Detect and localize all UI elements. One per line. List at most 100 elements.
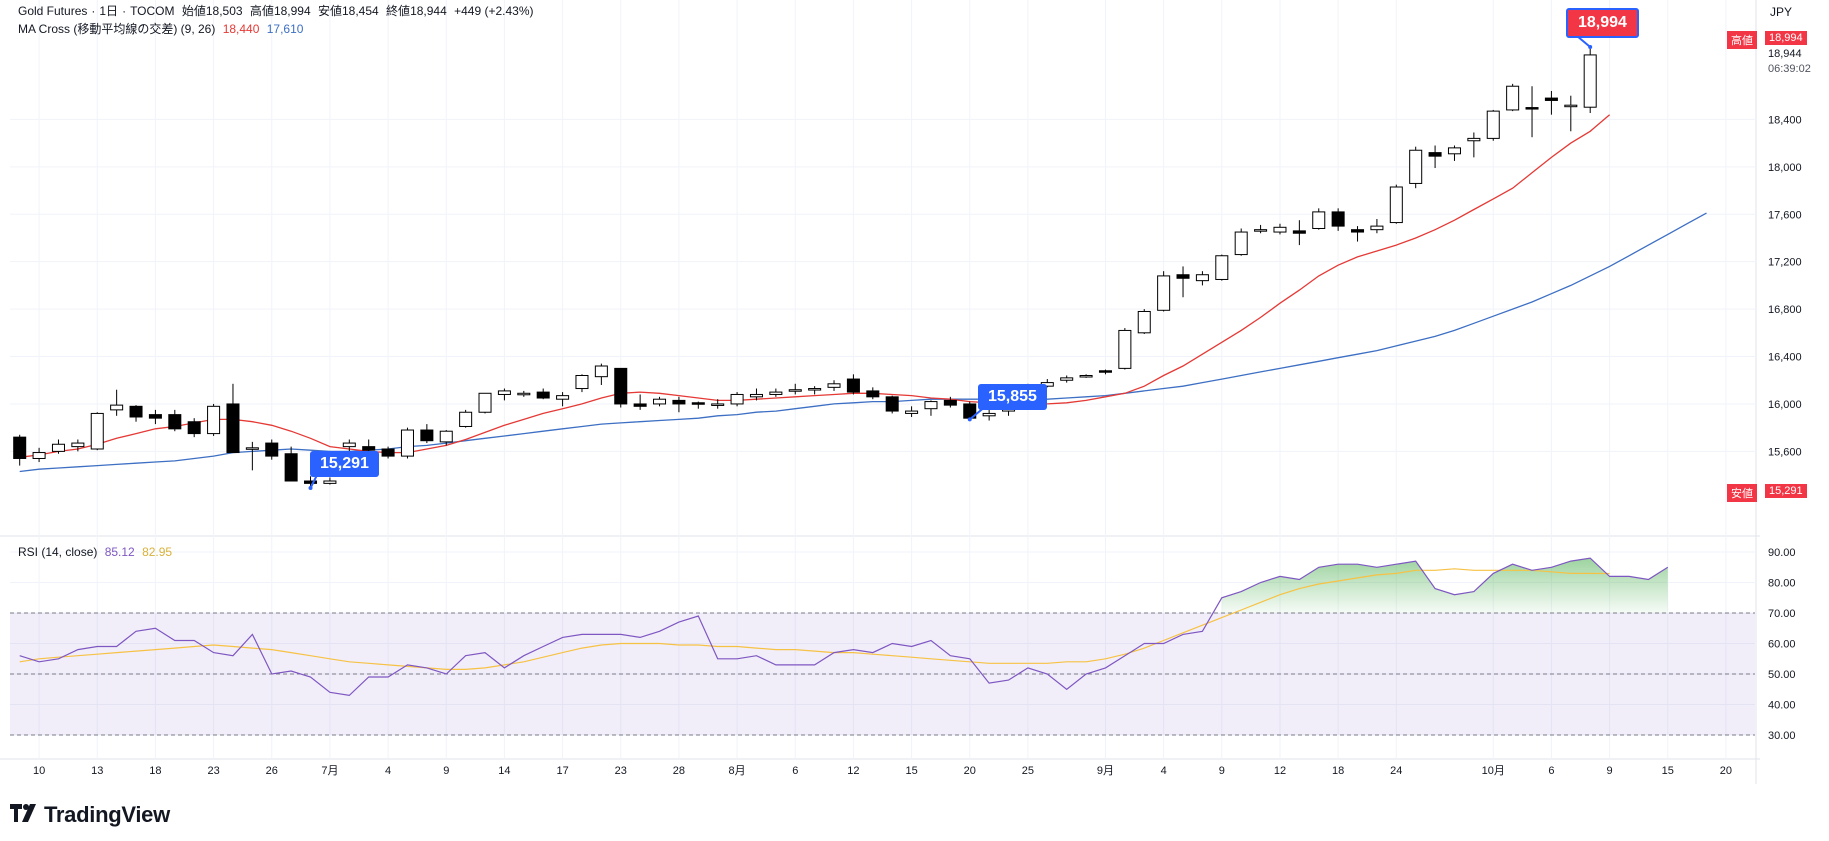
main-legend: Gold Futures · 1日 · TOCOM 始値18,503 高値18,994 … (18, 2, 538, 19)
candle-body (556, 395, 570, 400)
legend-close: 18,944 (410, 4, 447, 18)
moving-averages (19, 114, 1707, 473)
rsi-lines (19, 557, 1669, 697)
legend-low-label: 安値 (317, 4, 342, 18)
time-tick-label: 23 (615, 765, 627, 777)
candle-body (1098, 370, 1112, 373)
candle (711, 399, 725, 409)
candle (265, 439, 279, 460)
candle (1060, 375, 1074, 383)
candle (1234, 228, 1248, 256)
high-badge-label: 高値 (1727, 31, 1757, 49)
legend-interval[interactable]: 1日 (99, 4, 119, 18)
candle (730, 392, 744, 407)
candle (1409, 146, 1423, 189)
candle-body (1486, 110, 1500, 139)
candle (284, 446, 298, 482)
legend-symbol[interactable]: Gold Futures (18, 4, 88, 18)
time-tick-label: 6 (792, 765, 798, 777)
rsi-tick-label: 80.00 (1768, 578, 1796, 590)
candle-body (1215, 255, 1229, 280)
candle (905, 406, 919, 417)
candle (439, 430, 453, 446)
candle (594, 363, 608, 385)
candle-body (711, 403, 725, 406)
time-tick-label: 4 (1161, 765, 1167, 777)
rsi-overbought-fill (1221, 558, 1668, 613)
candle-body (148, 414, 162, 419)
candle-body (1409, 149, 1423, 184)
rsi-tick-label: 40.00 (1768, 700, 1796, 712)
fast-ma-line (19, 114, 1611, 458)
candle-body (885, 396, 899, 412)
time-tick-label: 10 (33, 765, 45, 777)
candle (614, 367, 628, 408)
candle-body (653, 398, 667, 405)
last-price-value: 18,944 (1768, 48, 1802, 60)
candle (148, 409, 162, 425)
rsi-legend-name[interactable]: RSI (14, close) (18, 545, 98, 559)
candle-body (400, 429, 414, 457)
legend-low: 18,454 (342, 4, 379, 18)
time-tick-label: 24 (1390, 765, 1402, 777)
low-badge-value: 15,291 (1765, 484, 1807, 498)
time-tick-label: 20 (964, 765, 976, 777)
candle (633, 394, 647, 410)
rsi-overbought-area (1221, 558, 1668, 613)
time-tick-label: 26 (266, 765, 278, 777)
candle (846, 374, 860, 395)
time-tick-label: 18 (149, 765, 161, 777)
legend-open-label: 始値 (181, 4, 206, 18)
candle-body (808, 388, 822, 391)
time-tick-label: 6 (1548, 765, 1554, 777)
currency-label[interactable]: JPY (1770, 5, 1793, 19)
candle (51, 439, 65, 454)
candle-body (1176, 274, 1190, 279)
tradingview-logo[interactable]: TradingView (10, 802, 170, 828)
candle (1079, 374, 1093, 378)
candle-body (517, 392, 531, 396)
candle-body (226, 403, 240, 454)
time-tick-label: 14 (498, 765, 510, 777)
price-tick-label: 16,400 (1768, 352, 1802, 364)
price-tick-label: 16,000 (1768, 399, 1802, 411)
time-tick-label: 18 (1332, 765, 1344, 777)
high-callout: 18,994 (1566, 8, 1639, 38)
candle-body (187, 421, 201, 435)
ma-slow-value: 17,610 (266, 22, 304, 36)
candle-body (1428, 152, 1442, 157)
candle-body (497, 390, 511, 395)
rsi-legend: RSI (14, close) 85.12 82.95 (18, 545, 176, 559)
candle-body (323, 480, 337, 484)
candle-body (284, 453, 298, 482)
high-badge-value: 18,994 (1765, 31, 1807, 45)
candle (245, 441, 259, 471)
candle-body (1060, 377, 1074, 381)
candle-body (71, 442, 85, 448)
candle-body (1506, 85, 1520, 111)
candle (1176, 266, 1190, 298)
candle-body (439, 430, 453, 443)
candle (1292, 220, 1306, 246)
candle-body (420, 429, 434, 442)
ma-legend-name[interactable]: MA Cross (移動平均線の交差) (9, 26) (18, 22, 216, 36)
mid-callout: 15,855 (978, 384, 1047, 410)
candle (769, 388, 783, 397)
candle (497, 388, 511, 401)
candlesticks (13, 49, 1597, 488)
rsi-line (19, 557, 1669, 697)
slow-ma-line (19, 212, 1707, 473)
candle (420, 424, 434, 444)
candle-body (1292, 230, 1306, 234)
legend-sep2: · (122, 4, 127, 18)
candle (459, 409, 473, 428)
rsi-ma-value: 82.95 (142, 545, 173, 559)
callouts (308, 35, 1593, 490)
time-tick-label: 4 (385, 765, 391, 777)
candle-body (730, 393, 744, 405)
candle-body (982, 412, 996, 417)
time-tick-label: 23 (207, 765, 219, 777)
candle (556, 392, 570, 407)
legend-high: 18,994 (273, 4, 311, 18)
